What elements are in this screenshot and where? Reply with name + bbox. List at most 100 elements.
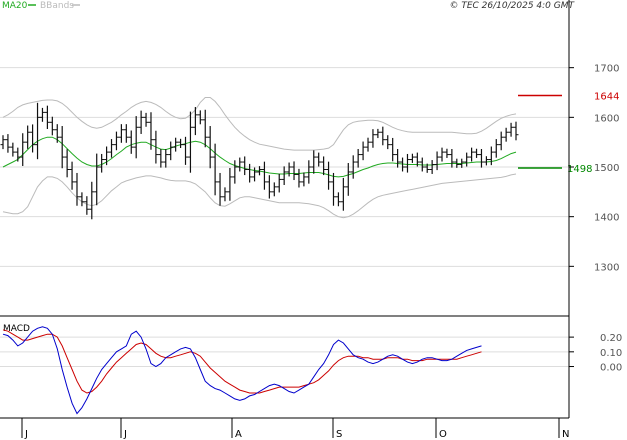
macd-y-tick-label: 0.10 [600, 348, 622, 359]
ohlc-bar [138, 110, 144, 134]
ohlc-bar [237, 157, 243, 172]
ohlc-bar [434, 151, 440, 171]
ohlc-bar [306, 160, 312, 184]
ohlc-bar [202, 109, 208, 148]
ohlc-bar [355, 148, 361, 168]
macd-y-tick-label: 0.20 [600, 333, 622, 344]
macd-signal-line [2, 329, 482, 394]
x-axis-tick-label: N [562, 429, 569, 440]
ohlc-bar [449, 148, 455, 168]
ohlc-bar [414, 152, 420, 167]
price-y-tick-label: 1500 [594, 163, 619, 174]
ohlc-bar [20, 133, 26, 167]
ohlc-bar [281, 166, 287, 186]
ohlc-bar [222, 187, 228, 202]
ohlc-bar [385, 135, 391, 150]
ohlc-bar [232, 160, 238, 184]
ohlc-bar [207, 126, 213, 169]
ohlc-bar [261, 161, 267, 190]
ohlc-bar [44, 105, 50, 130]
legend-ma20-label: MA20 [2, 1, 28, 11]
price-y-axis: 1300 1400 1500 1600 1700 [569, 64, 619, 273]
ohlc-bar [419, 157, 425, 172]
ohlc-bar [217, 172, 223, 206]
x-axis-tick-label: S [336, 429, 342, 440]
copyright-timestamp: © TEC 26/10/2025 4:0 GMT [449, 1, 575, 11]
ohlc-bar [404, 153, 410, 173]
ohlc-bar [271, 182, 277, 197]
ohlc-bar [104, 146, 110, 166]
ohlc-bar [326, 161, 332, 190]
ohlc-bar [395, 148, 401, 168]
macd-panel: MACD 0.00 0.10 0.20 [0, 324, 622, 415]
bbands-lower-line [2, 173, 517, 219]
ohlc-bar [296, 168, 302, 188]
ohlc-bar [10, 142, 16, 157]
ohlc-bar [168, 141, 174, 161]
ohlc-bar [330, 172, 336, 206]
ohlc-bar [286, 162, 292, 177]
ohlc-bar [79, 192, 85, 207]
ohlc-bar [69, 161, 75, 190]
bbands-upper-line [2, 97, 517, 151]
x-axis-tick-label: O [439, 429, 447, 440]
ohlc-bar [153, 130, 159, 164]
x-axis-tick-label: J [24, 429, 28, 440]
ohlc-bar [316, 152, 322, 167]
macd-y-tick-label: 0.00 [600, 363, 622, 374]
ohlc-bar [301, 172, 307, 187]
ohlc-bar [266, 175, 272, 199]
ohlc-bar [350, 155, 356, 179]
ohlc-bar [380, 126, 386, 146]
price-bars [0, 102, 519, 220]
ohlc-bar [49, 116, 55, 136]
ohlc-bar [424, 163, 430, 173]
ohlc-bar [197, 110, 203, 125]
price-levels: 1644 1498 [518, 91, 619, 175]
ohlc-bar [143, 112, 149, 127]
ohlc-bar [311, 150, 317, 174]
ohlc-bar [291, 161, 297, 181]
x-axis-tick-label: J [123, 429, 127, 440]
support-level-label: 1498 [567, 164, 592, 175]
ohlc-bar [5, 134, 11, 153]
ohlc-bar [454, 158, 460, 168]
ohlc-bar [508, 122, 514, 137]
ohlc-bar [400, 157, 406, 172]
ohlc-bar [464, 152, 470, 167]
ohlc-bar [345, 163, 351, 196]
ohlc-bar [178, 138, 184, 149]
ohlc-bar [375, 128, 381, 139]
ohlc-bar [409, 153, 415, 163]
ohlc-bar [478, 148, 484, 168]
macd-title: MACD [3, 324, 30, 334]
ohlc-bar [128, 130, 134, 154]
ohlc-bar [252, 167, 258, 182]
ohlc-bar [163, 148, 169, 168]
ohlc-bar [54, 124, 60, 143]
ohlc-bar [483, 156, 489, 166]
ohlc-bar [25, 125, 31, 149]
ohlc-bar [113, 131, 119, 151]
ohlc-bar [335, 192, 341, 207]
ohlc-bar [459, 158, 465, 168]
ohlc-bar [365, 137, 371, 152]
ohlc-bar [227, 167, 233, 201]
x-axis-tick-label: A [235, 429, 242, 440]
ohlc-bar [247, 163, 253, 183]
ohlc-bar [35, 102, 41, 160]
ohlc-bar [498, 131, 504, 151]
macd-y-axis: 0.00 0.10 0.20 [569, 333, 622, 374]
ohlc-bar [488, 146, 494, 166]
ohlc-bar [390, 137, 396, 162]
ohlc-bar [15, 147, 21, 162]
ohlc-bar [503, 127, 509, 142]
ohlc-bar [370, 129, 376, 148]
ohlc-bar [158, 148, 164, 168]
macd-line [2, 326, 482, 415]
ohlc-bar [360, 141, 366, 161]
ohlc-bar [242, 156, 248, 176]
ohlc-bar [212, 143, 218, 196]
